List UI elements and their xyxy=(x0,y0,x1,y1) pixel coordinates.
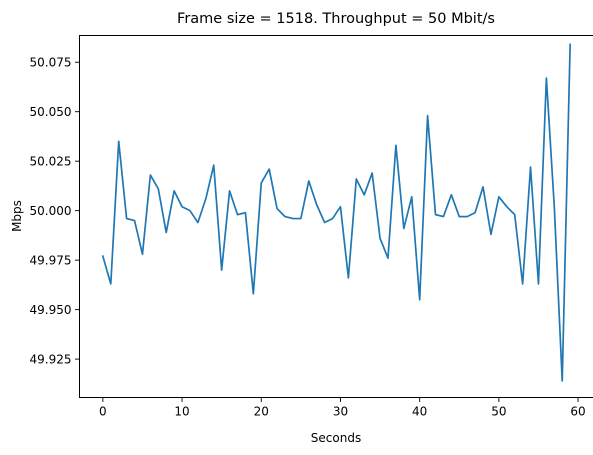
y-tick-label: 50.000 xyxy=(30,204,72,218)
x-tick-label: 10 xyxy=(174,405,189,419)
y-tick-label: 49.925 xyxy=(30,352,72,366)
x-tick-label: 30 xyxy=(333,405,348,419)
chart-title: Frame size = 1518. Throughput = 50 Mbit/… xyxy=(177,11,495,27)
y-axis-label: Mbps xyxy=(10,200,24,232)
x-tick-label: 20 xyxy=(254,405,269,419)
plot-frame xyxy=(79,35,593,398)
y-tick-label: 50.025 xyxy=(30,154,72,168)
x-axis-label: Seconds xyxy=(311,431,361,445)
y-tick-label: 49.975 xyxy=(30,253,72,267)
y-tick-label: 50.075 xyxy=(30,56,72,70)
x-tick-label: 40 xyxy=(412,405,427,419)
x-tick-label: 60 xyxy=(570,405,585,419)
plot-area xyxy=(79,35,593,398)
series-line xyxy=(101,43,572,382)
x-tick-label: 0 xyxy=(99,405,107,419)
x-tick-label: 50 xyxy=(491,405,506,419)
y-axis: 49.925 49.950 49.975 50.000 50.025 50.050 50.0… xyxy=(30,56,80,366)
x-axis: 0 10 20 30 40 50 60 xyxy=(99,397,586,419)
y-tick-label: 49.950 xyxy=(30,303,72,317)
y-tick-label: 50.050 xyxy=(30,105,72,119)
series-layer xyxy=(101,43,572,382)
